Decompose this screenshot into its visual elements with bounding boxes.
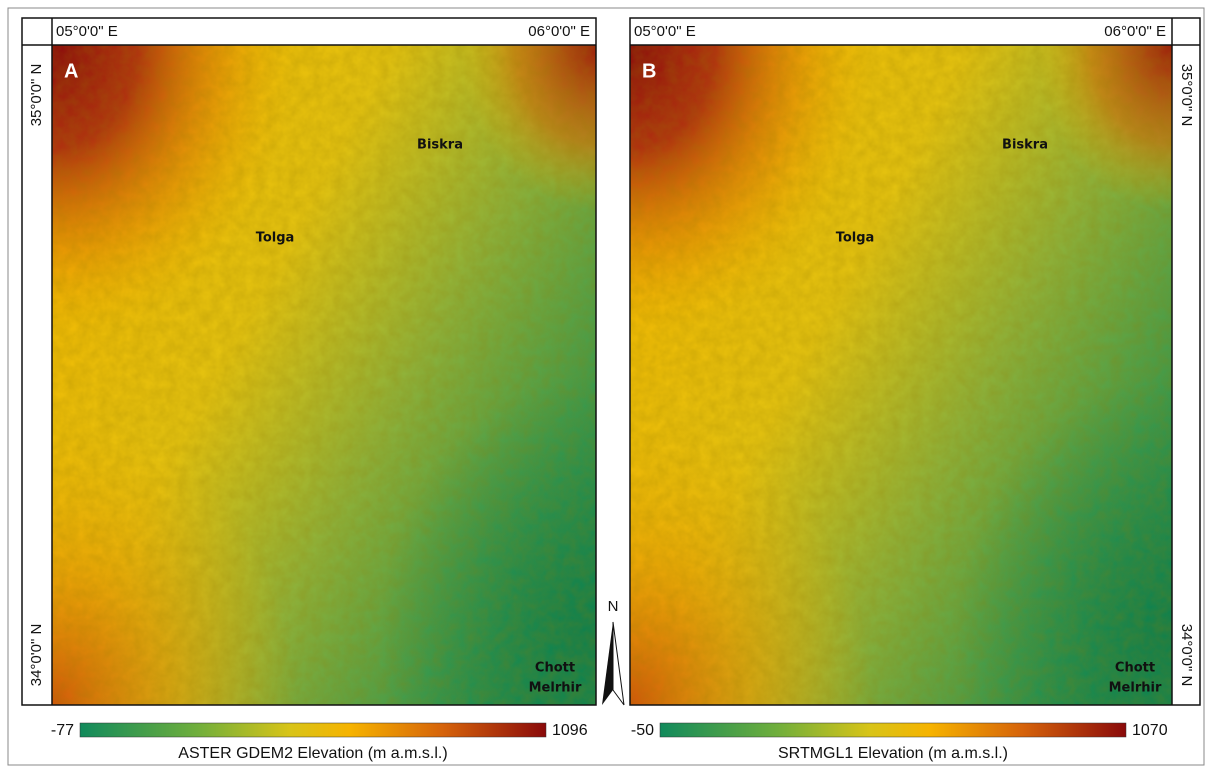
latitude-label: 35°0'0" N: [1178, 64, 1195, 127]
place-label: Biskra: [417, 138, 463, 153]
longitude-label: 05°0'0" E: [634, 23, 696, 40]
map-panel: 05°0'0" E 06°0'0" E 35°0'0" N 34°0'0" N A Bis…: [22, 18, 596, 762]
legend-title: ASTER GDEM2 Elevation (m a.m.s.l.): [178, 745, 447, 762]
colorbar: [660, 723, 1126, 737]
longitude-label: 05°0'0" E: [56, 23, 118, 40]
relief-texture: [52, 45, 596, 705]
north-arrow-left: [602, 622, 613, 705]
place-label: Chott: [1115, 661, 1155, 676]
panel-letter: B: [642, 60, 656, 82]
place-label: Tolga: [836, 231, 875, 246]
place-label: Melrhir: [1109, 681, 1162, 696]
relief-texture: [630, 45, 1172, 705]
legend-min: -50: [631, 722, 654, 739]
panel-letter: A: [64, 60, 78, 82]
latitude-label: 35°0'0" N: [28, 64, 45, 127]
legend-min: -77: [51, 722, 74, 739]
longitude-label: 06°0'0" E: [1104, 23, 1166, 40]
page: {"panels": [ {"letter": "A", "lon_labels…: [0, 0, 1212, 773]
map-panel: 05°0'0" E 06°0'0" E 35°0'0" N 34°0'0" N B Bis…: [630, 18, 1200, 762]
latitude-label: 34°0'0" N: [28, 624, 45, 687]
legend-max: 1070: [1132, 722, 1168, 739]
place-label: Chott: [535, 661, 575, 676]
place-label: Biskra: [1002, 138, 1048, 153]
colorbar: [80, 723, 546, 737]
north-label: N: [608, 598, 619, 615]
legend-max: 1096: [552, 722, 588, 739]
latitude-label: 34°0'0" N: [1178, 624, 1195, 687]
longitude-label: 06°0'0" E: [528, 23, 590, 40]
north-arrow: N: [602, 598, 624, 705]
place-label: Melrhir: [529, 681, 582, 696]
legend-title: SRTMGL1 Elevation (m a.m.s.l.): [778, 745, 1008, 762]
place-label: Tolga: [256, 231, 295, 246]
figure: N 05°0'0" E 06°0'0" E 35°0'0" N 34°0'0" N A B…: [0, 0, 1212, 773]
north-arrow-right: [613, 622, 624, 705]
